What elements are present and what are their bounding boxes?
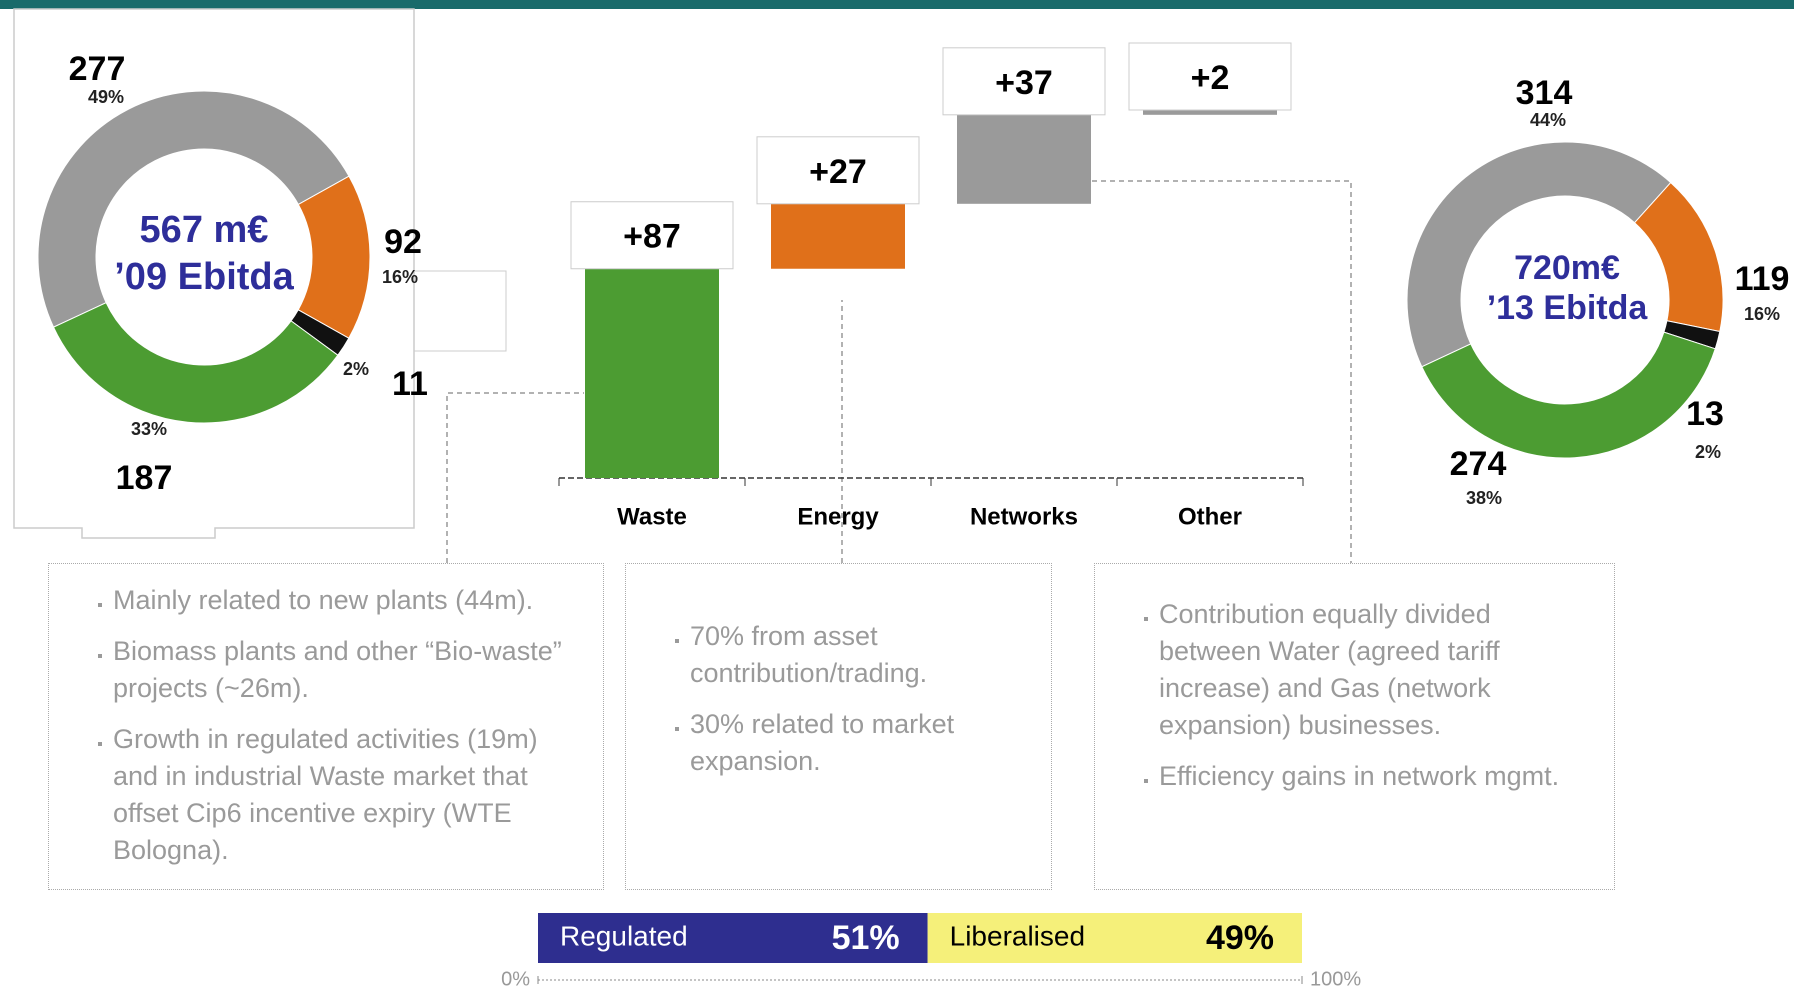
note-item: Growth in regulated activities (19m) and… bbox=[113, 721, 583, 869]
donut-segment bbox=[1406, 141, 1672, 368]
x-tick-label: 0% bbox=[501, 968, 530, 989]
note-box: 70% from asset contribution/trading. 30% … bbox=[625, 563, 1052, 890]
label-box bbox=[570, 201, 734, 270]
category-label: Networks bbox=[970, 503, 1078, 530]
label-box bbox=[756, 136, 920, 205]
value-label: +2 bbox=[1191, 59, 1230, 97]
note-item: Biomass plants and other “Bio-waste” pro… bbox=[113, 633, 583, 707]
note-list: Mainly related to new plants (44m). Bioma… bbox=[49, 582, 603, 869]
note-item: Efficiency gains in network mgmt. bbox=[1159, 758, 1594, 795]
value-label: +27 bbox=[809, 153, 867, 191]
note-item: Contribution equally divided between Wat… bbox=[1159, 596, 1594, 744]
bar-segment bbox=[927, 913, 1302, 963]
center-title: 720m€ bbox=[1514, 249, 1620, 287]
value-label: 314 bbox=[1516, 74, 1573, 112]
category-label: Energy bbox=[797, 503, 879, 530]
center-subtitle: ’09 Ebitda bbox=[114, 256, 294, 298]
percent-label: 49% bbox=[88, 87, 124, 107]
donut-segment bbox=[297, 175, 371, 339]
percent-label: 16% bbox=[1744, 304, 1780, 324]
bar bbox=[585, 268, 719, 478]
value-label: 11 bbox=[392, 365, 428, 403]
donut-segment bbox=[1421, 331, 1716, 459]
x-tick-label: 100% bbox=[1310, 968, 1361, 989]
legend-label: Regulated bbox=[560, 920, 688, 951]
note-item: 70% from asset contribution/trading. bbox=[690, 618, 1031, 692]
value-label: 277 bbox=[69, 50, 126, 88]
value-label: 187 bbox=[116, 459, 173, 497]
label-box bbox=[1128, 42, 1292, 111]
legend-label: Liberalised bbox=[950, 920, 1085, 951]
value-label: 51% bbox=[832, 919, 900, 957]
note-item: Mainly related to new plants (44m). bbox=[113, 582, 583, 619]
donut-frame bbox=[13, 8, 415, 539]
percent-label: 16% bbox=[382, 267, 418, 287]
percent-label: 33% bbox=[131, 419, 167, 439]
value-label: 274 bbox=[1450, 445, 1507, 483]
bar bbox=[957, 114, 1091, 204]
percent-label: 2% bbox=[343, 359, 369, 379]
label-box bbox=[942, 47, 1106, 116]
category-label: Other bbox=[1178, 503, 1242, 530]
bar-segment bbox=[538, 913, 928, 963]
value-label: +37 bbox=[995, 64, 1053, 102]
connectors bbox=[446, 180, 1352, 563]
donut-segment bbox=[37, 90, 350, 328]
top-bar bbox=[0, 0, 1794, 9]
note-box: Contribution equally divided between Wat… bbox=[1094, 563, 1615, 890]
bar bbox=[1143, 110, 1277, 115]
percent-label: 38% bbox=[1466, 488, 1502, 508]
note-box: Mainly related to new plants (44m). Bioma… bbox=[48, 563, 604, 890]
percent-label: 44% bbox=[1530, 110, 1566, 130]
note-list: 70% from asset contribution/trading. 30% … bbox=[626, 618, 1051, 780]
value-label: 92 bbox=[384, 223, 422, 261]
center-subtitle: ’13 Ebitda bbox=[1487, 289, 1649, 327]
center-title: 567 m€ bbox=[140, 209, 269, 251]
value-label: 13 bbox=[1686, 395, 1724, 433]
note-item: 30% related to market expansion. bbox=[690, 706, 1031, 780]
value-label: 119 bbox=[1735, 260, 1790, 298]
category-label: Waste bbox=[617, 503, 687, 530]
donut-segment bbox=[52, 301, 339, 424]
bar bbox=[771, 203, 905, 269]
frame bbox=[413, 270, 507, 352]
value-label: +87 bbox=[623, 218, 681, 256]
value-label: 49% bbox=[1206, 919, 1274, 957]
percent-label: 2% bbox=[1695, 442, 1721, 462]
note-list: Contribution equally divided between Wat… bbox=[1095, 596, 1614, 795]
